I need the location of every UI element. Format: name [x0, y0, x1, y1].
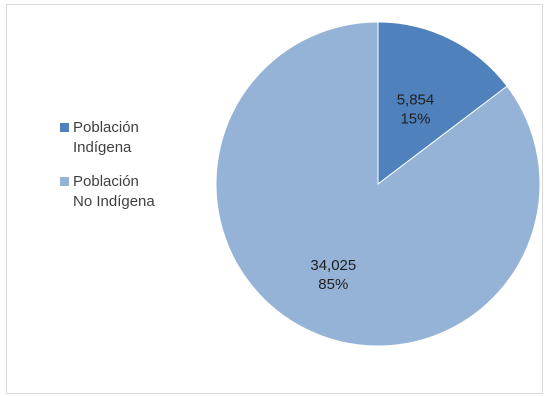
pie-slices [215, 21, 541, 347]
label-no-indigena-percent: 85% [318, 276, 348, 293]
slice-indigena [377, 21, 508, 186]
label-no-indigena-value: 34,025 [310, 257, 356, 274]
slice-no-indigena [215, 21, 541, 347]
label-indigena-value: 5,854 [397, 92, 435, 109]
label-no-indigena: 34,025 85% [310, 257, 356, 293]
legend: Población Indígena Población No Indígena [60, 118, 155, 226]
legend-label-indigena: Población Indígena [73, 119, 139, 156]
legend-item-no-indigena: Población No Indígena [60, 172, 155, 212]
legend-swatch-no-indigena [60, 177, 69, 186]
label-indigena: 5,854 15% [397, 92, 435, 128]
legend-label-no-indigena: Población No Indígena [73, 173, 155, 210]
legend-swatch-indigena [60, 123, 69, 132]
legend-item-indigena: Población Indígena [60, 118, 155, 158]
slice-labels: 5,854 15% 34,025 85% [310, 92, 434, 293]
label-indigena-percent: 15% [400, 111, 430, 128]
